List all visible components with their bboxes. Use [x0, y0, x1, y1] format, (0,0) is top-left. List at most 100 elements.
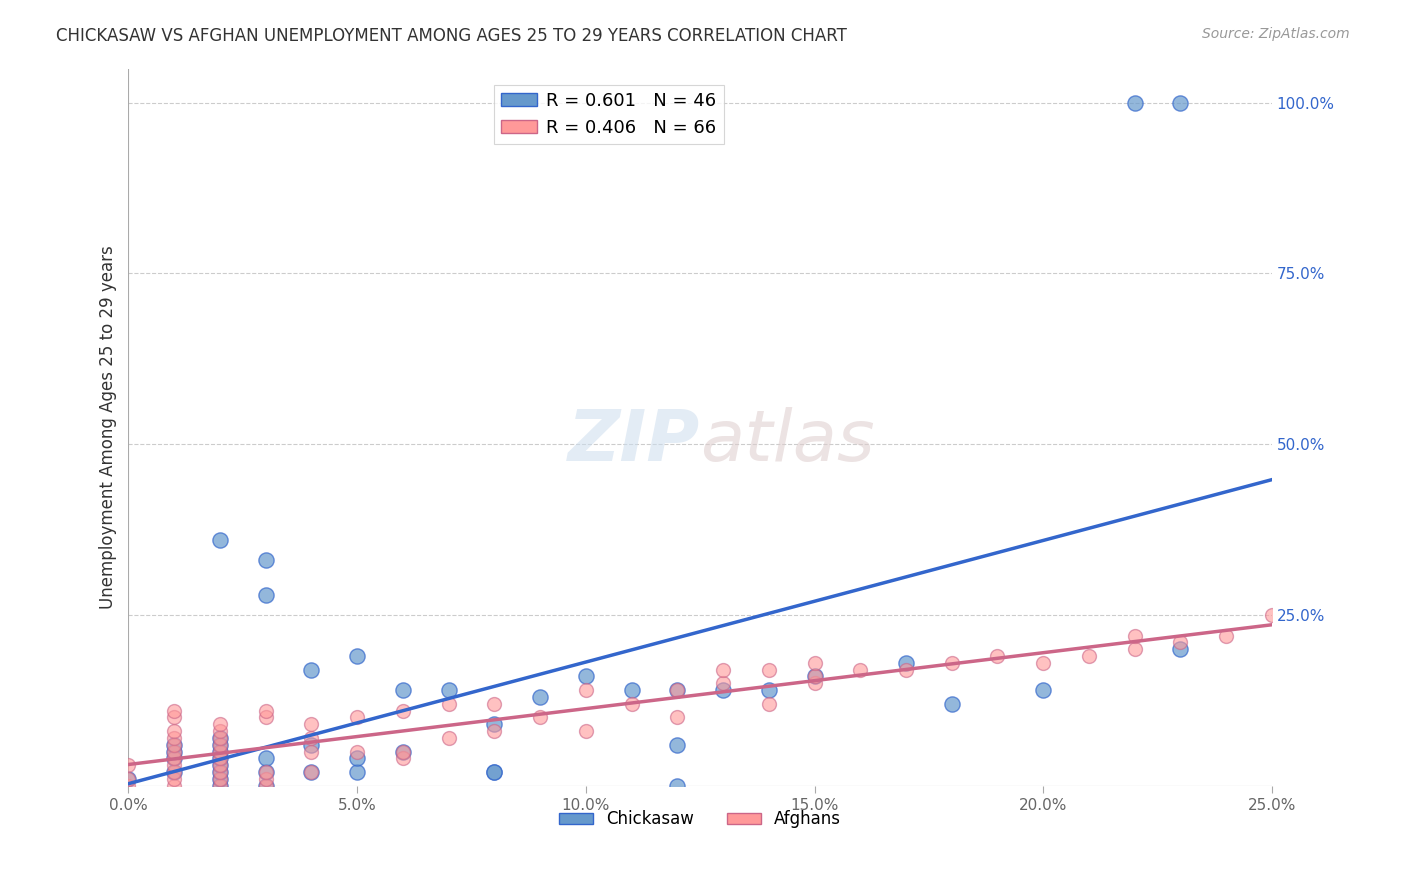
Point: [299, 738, 322, 752]
Point: [163, 704, 186, 718]
Point: [392, 751, 415, 765]
Point: [666, 683, 689, 698]
Point: [1123, 95, 1146, 110]
Point: [941, 656, 963, 670]
Legend: Chickasaw, Afghans: Chickasaw, Afghans: [553, 804, 848, 835]
Point: [254, 765, 277, 780]
Point: [163, 738, 186, 752]
Point: [437, 683, 460, 698]
Point: [208, 751, 231, 765]
Point: [1032, 683, 1054, 698]
Point: [299, 765, 322, 780]
Point: [575, 669, 598, 683]
Point: [484, 765, 506, 780]
Point: [208, 738, 231, 752]
Point: [666, 738, 689, 752]
Point: [803, 676, 825, 690]
Point: [484, 724, 506, 739]
Point: [711, 676, 734, 690]
Point: [346, 751, 368, 765]
Point: [208, 772, 231, 786]
Point: [254, 772, 277, 786]
Point: [346, 765, 368, 780]
Point: [346, 648, 368, 663]
Text: ZIP: ZIP: [568, 407, 700, 476]
Point: [254, 587, 277, 601]
Point: [1170, 635, 1192, 649]
Point: [1032, 656, 1054, 670]
Point: [208, 765, 231, 780]
Point: [392, 745, 415, 759]
Point: [346, 745, 368, 759]
Point: [117, 772, 139, 786]
Point: [666, 779, 689, 793]
Point: [208, 745, 231, 759]
Point: [208, 751, 231, 765]
Point: [575, 724, 598, 739]
Point: [163, 772, 186, 786]
Point: [711, 683, 734, 698]
Point: [163, 745, 186, 759]
Point: [484, 765, 506, 780]
Point: [163, 758, 186, 772]
Point: [620, 697, 643, 711]
Text: CHICKASAW VS AFGHAN UNEMPLOYMENT AMONG AGES 25 TO 29 YEARS CORRELATION CHART: CHICKASAW VS AFGHAN UNEMPLOYMENT AMONG A…: [56, 27, 846, 45]
Point: [117, 758, 139, 772]
Point: [208, 779, 231, 793]
Point: [208, 745, 231, 759]
Point: [254, 553, 277, 567]
Point: [620, 683, 643, 698]
Point: [254, 765, 277, 780]
Point: [1261, 607, 1284, 622]
Point: [529, 710, 551, 724]
Y-axis label: Unemployment Among Ages 25 to 29 years: Unemployment Among Ages 25 to 29 years: [100, 245, 117, 609]
Point: [299, 731, 322, 745]
Point: [484, 717, 506, 731]
Point: [849, 663, 872, 677]
Point: [254, 779, 277, 793]
Point: [208, 717, 231, 731]
Point: [208, 533, 231, 547]
Point: [575, 683, 598, 698]
Point: [254, 751, 277, 765]
Text: atlas: atlas: [700, 407, 875, 476]
Point: [254, 704, 277, 718]
Point: [208, 738, 231, 752]
Point: [163, 765, 186, 780]
Point: [163, 738, 186, 752]
Point: [894, 663, 917, 677]
Point: [163, 745, 186, 759]
Point: [163, 765, 186, 780]
Point: [711, 663, 734, 677]
Point: [894, 656, 917, 670]
Point: [392, 704, 415, 718]
Point: [1215, 628, 1237, 642]
Point: [163, 731, 186, 745]
Point: [163, 779, 186, 793]
Point: [299, 663, 322, 677]
Point: [392, 683, 415, 698]
Point: [254, 779, 277, 793]
Point: [666, 710, 689, 724]
Point: [758, 663, 780, 677]
Point: [163, 751, 186, 765]
Point: [1170, 95, 1192, 110]
Point: [117, 772, 139, 786]
Point: [299, 765, 322, 780]
Text: Source: ZipAtlas.com: Source: ZipAtlas.com: [1202, 27, 1350, 41]
Point: [346, 710, 368, 724]
Point: [986, 648, 1008, 663]
Point: [299, 717, 322, 731]
Point: [392, 745, 415, 759]
Point: [208, 724, 231, 739]
Point: [208, 765, 231, 780]
Point: [1123, 628, 1146, 642]
Point: [758, 697, 780, 711]
Point: [208, 758, 231, 772]
Point: [803, 669, 825, 683]
Point: [803, 669, 825, 683]
Point: [208, 772, 231, 786]
Point: [208, 779, 231, 793]
Point: [163, 751, 186, 765]
Point: [208, 731, 231, 745]
